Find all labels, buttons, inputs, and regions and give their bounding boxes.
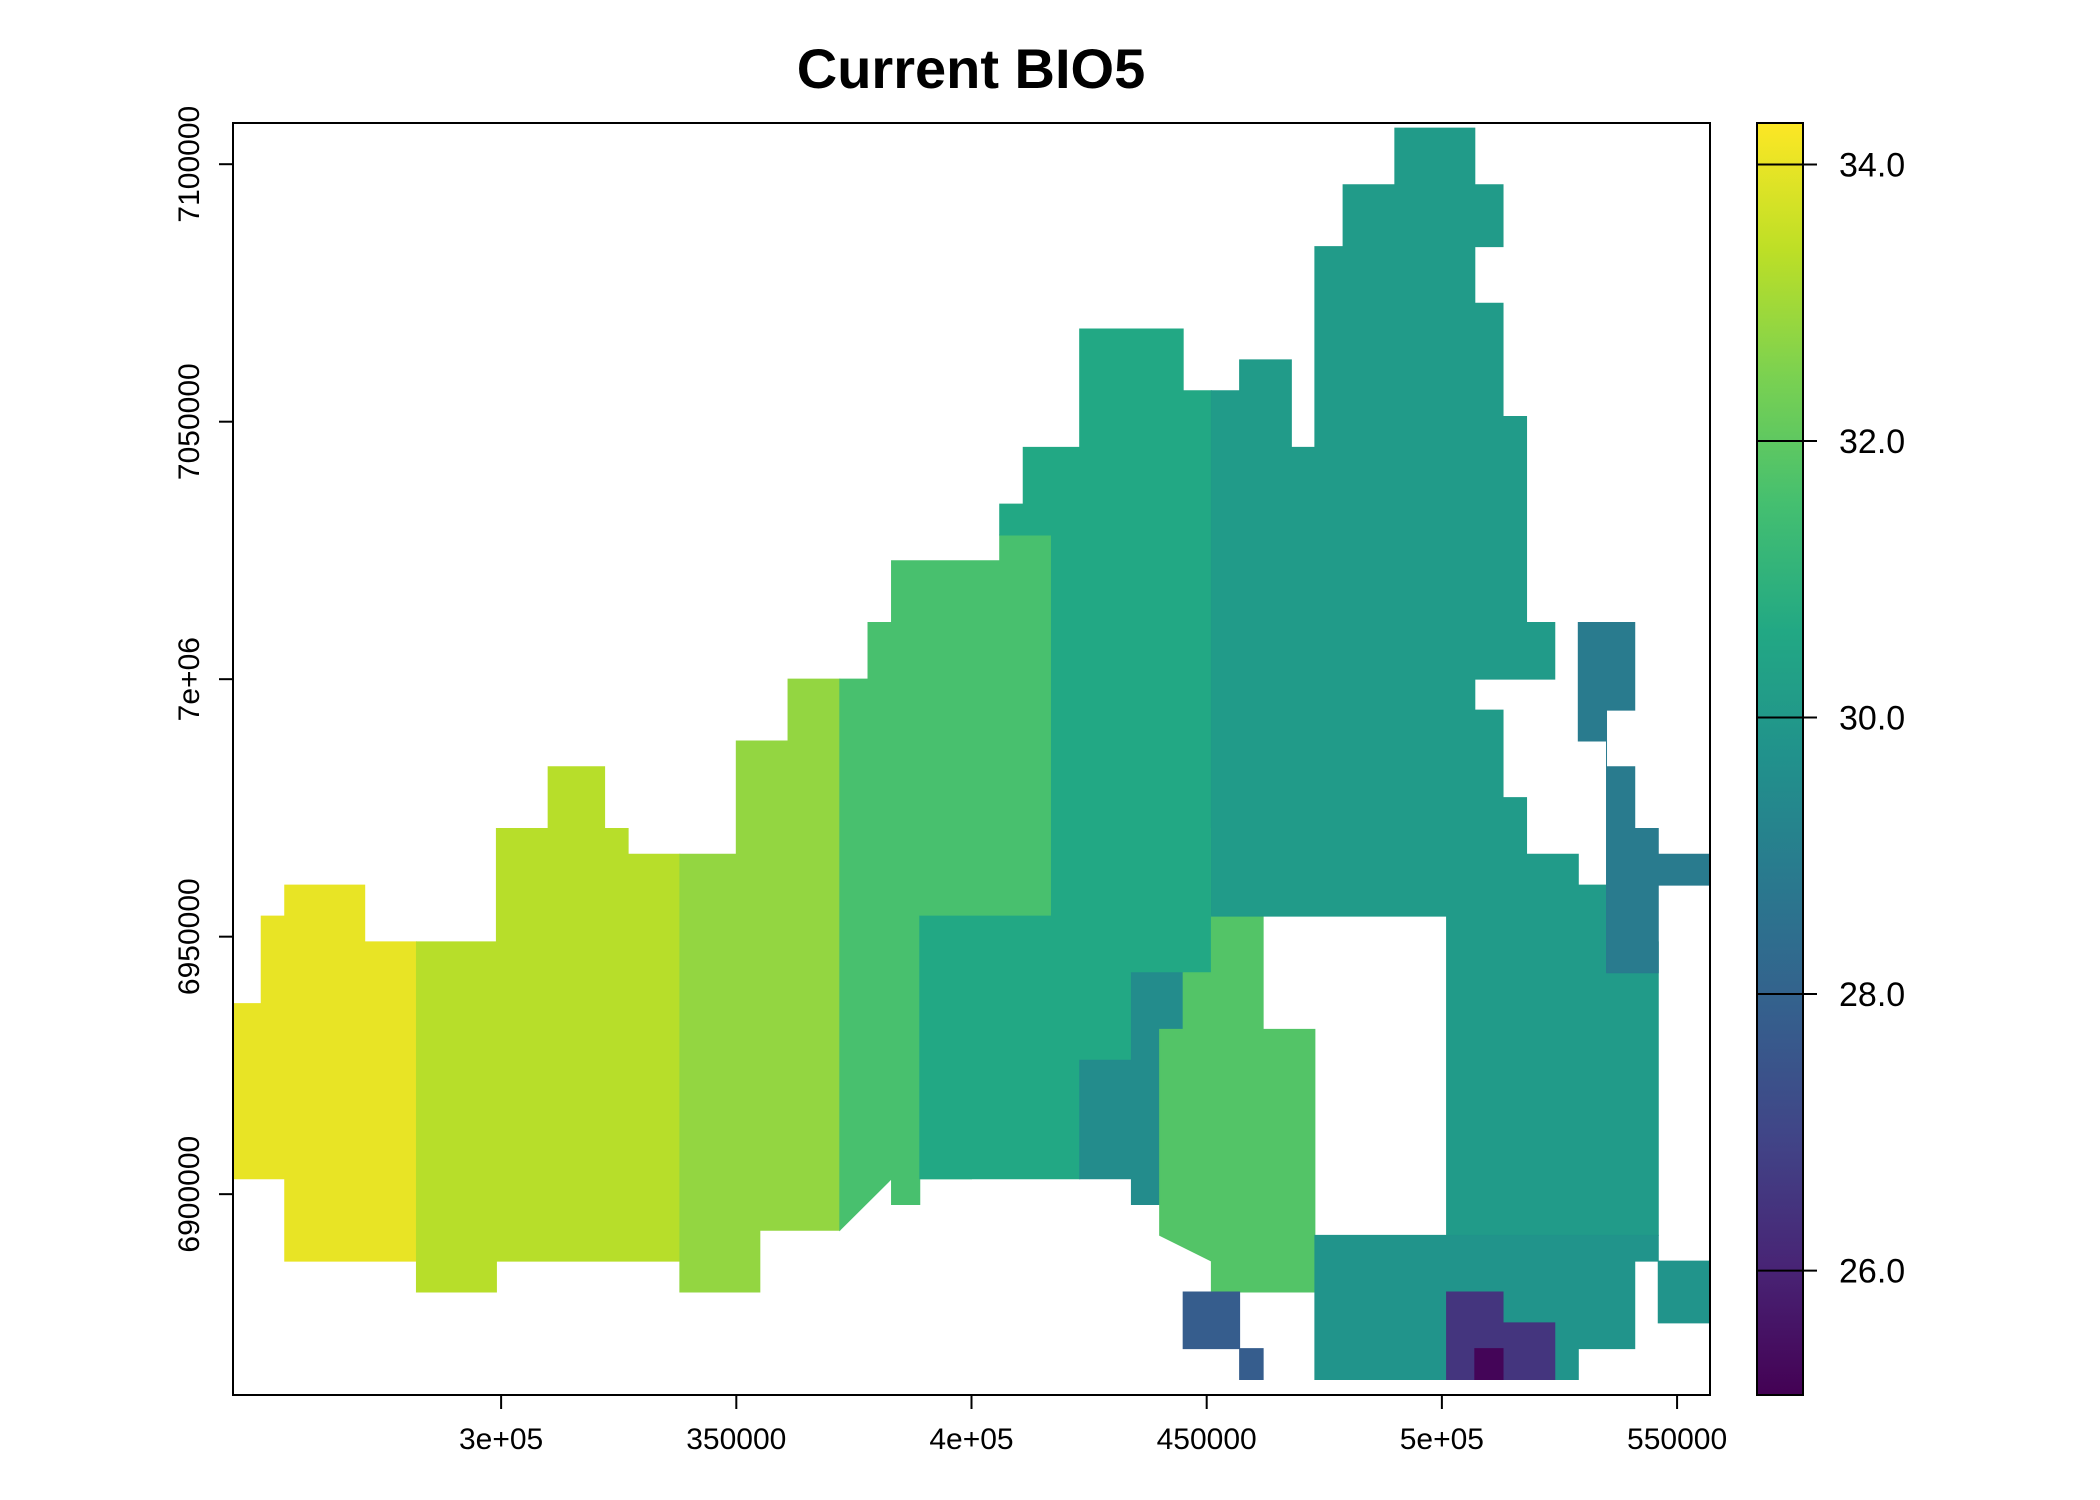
raster-region-east-blue (1577, 622, 1710, 974)
raster-region-west-yellow (233, 884, 417, 1262)
y-tick-label: 7100000 (173, 106, 206, 223)
raster-region-south-blue-patch (1182, 1291, 1264, 1381)
color-legend: 26.0 28.0 30.0 32.0 34.0 (1756, 122, 1905, 1396)
legend-ticks: 26.0 28.0 30.0 32.0 34.0 (1757, 146, 1905, 1291)
raster-region-central-west-lime (679, 678, 841, 1293)
x-axis: 3e+05 350000 4e+05 450000 5e+05 550000 (459, 1394, 1727, 1456)
legend-tick-label: 30.0 (1839, 700, 1905, 738)
x-tick-label: 550000 (1627, 1423, 1727, 1456)
legend-tick-label: 32.0 (1839, 423, 1905, 461)
x-tick-label: 450000 (1157, 1423, 1257, 1456)
raster-region-west-yellowgreen (415, 766, 681, 1293)
legend-tick-label: 34.0 (1839, 146, 1905, 184)
raster-layer (233, 127, 1710, 1381)
y-tick-label: 7e+06 (173, 637, 206, 721)
y-axis: 6900000 6950000 7e+06 7050000 7100000 (173, 106, 234, 1253)
x-tick-label: 4e+05 (929, 1423, 1013, 1456)
x-tick-label: 3e+05 (459, 1423, 543, 1456)
chart-title: Current BIO5 (797, 37, 1146, 100)
y-tick-label: 7050000 (173, 363, 206, 480)
raster-region-south-east-teal (1314, 1234, 1710, 1381)
raster-region-south-east-purple (1446, 1291, 1556, 1381)
legend-colorbar (1756, 122, 1804, 1396)
legend-tick-label: 26.0 (1839, 1253, 1905, 1291)
legend-tick-label: 28.0 (1839, 976, 1905, 1014)
y-tick-label: 6900000 (173, 1136, 206, 1253)
y-tick-label: 6950000 (173, 878, 206, 995)
raster-region-south-east-dark (1474, 1348, 1504, 1381)
x-tick-label: 5e+05 (1400, 1423, 1484, 1456)
x-tick-label: 350000 (686, 1423, 786, 1456)
